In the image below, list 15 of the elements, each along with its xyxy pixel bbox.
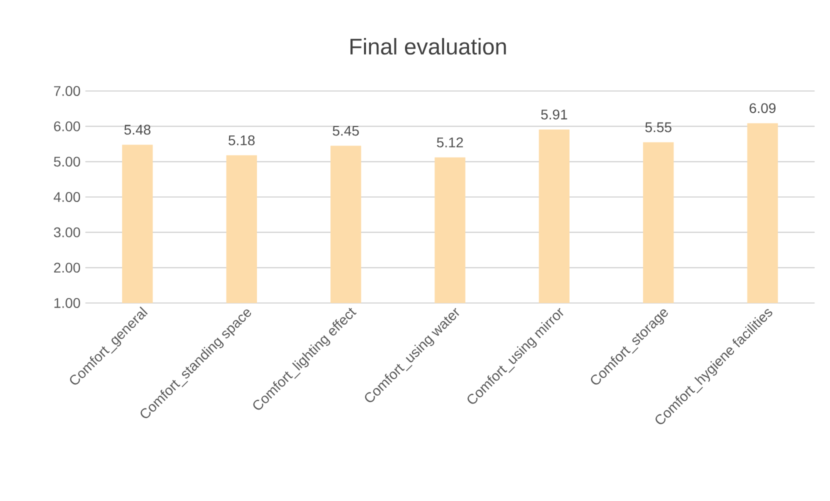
y-tick-label: 2.00 bbox=[54, 262, 80, 273]
data-label: 5.91 bbox=[541, 110, 568, 120]
y-tick-label: 3.00 bbox=[54, 227, 80, 238]
y-tick-label: 7.00 bbox=[54, 86, 80, 96]
data-label: 5.48 bbox=[124, 124, 150, 135]
data-label: 5.18 bbox=[228, 135, 255, 146]
data-label: 5.45 bbox=[332, 126, 359, 136]
y-tick-label: 1.00 bbox=[54, 298, 80, 308]
data-label: 5.12 bbox=[436, 137, 463, 148]
data-label: 6.09 bbox=[750, 103, 776, 114]
y-tick-label: 6.00 bbox=[54, 121, 80, 132]
chart-title: Final evaluation bbox=[350, 38, 506, 55]
y-tick-label: 5.00 bbox=[54, 156, 80, 167]
data-label: 5.55 bbox=[645, 122, 672, 132]
y-tick-label: 4.00 bbox=[54, 192, 80, 202]
